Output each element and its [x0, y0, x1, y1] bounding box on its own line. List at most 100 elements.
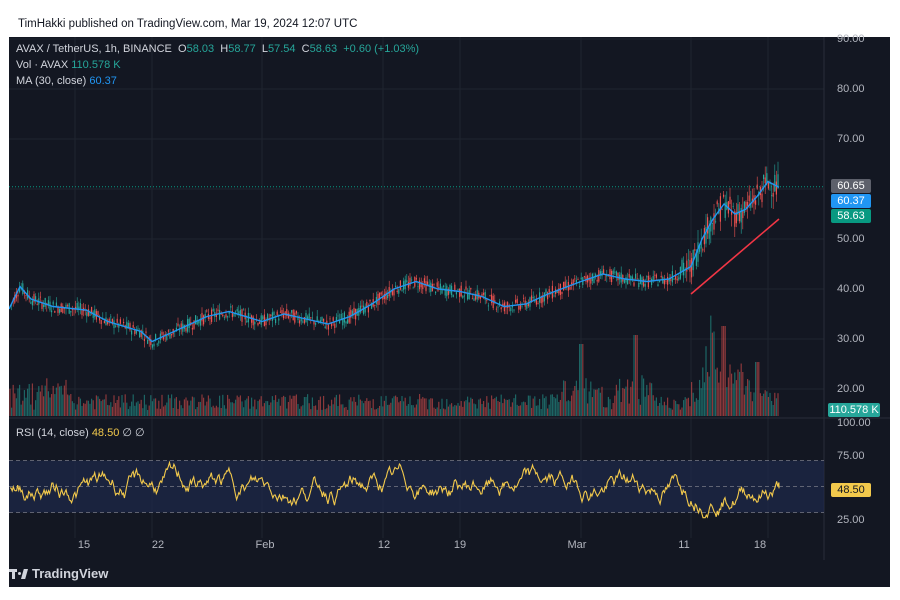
- candle-body: [511, 305, 513, 308]
- chart-frame: TimHakki published on TradingView.com, M…: [9, 13, 890, 587]
- candle-body: [252, 316, 254, 326]
- candle-body: [115, 325, 117, 327]
- candle-body: [495, 308, 497, 310]
- volume-bar: [478, 399, 480, 416]
- candle-body: [399, 280, 401, 290]
- volume-bar: [30, 404, 32, 416]
- volume-bar: [199, 401, 201, 416]
- volume-bar: [225, 408, 227, 416]
- volume-bar: [494, 398, 496, 416]
- volume-bar: [563, 380, 565, 416]
- candle-body: [230, 306, 232, 308]
- candle-body: [771, 195, 773, 197]
- candle-body: [571, 282, 573, 285]
- volume-bar: [651, 383, 653, 416]
- volume-bar: [420, 398, 422, 416]
- volume-bar: [164, 405, 166, 416]
- volume-bar: [777, 393, 779, 416]
- candle-body: [497, 306, 499, 308]
- candle-body: [708, 227, 710, 239]
- candle-body: [126, 321, 128, 329]
- volume-bar: [380, 396, 382, 416]
- y-tick: 40.00: [837, 283, 865, 295]
- volume-bar: [721, 326, 723, 416]
- candle-body: [697, 242, 699, 262]
- volume-bar: [401, 396, 403, 416]
- candle-body: [630, 275, 632, 280]
- volume-bar: [707, 372, 709, 416]
- candle-body: [545, 289, 547, 294]
- volume-bar: [227, 394, 229, 416]
- volume-bar: [126, 402, 128, 416]
- candle-body: [319, 320, 321, 323]
- volume-bar: [201, 394, 203, 416]
- volume-bar: [451, 403, 453, 416]
- candle-body: [721, 209, 723, 210]
- volume-bar: [396, 397, 398, 416]
- candle-body: [713, 213, 715, 230]
- candle-body: [660, 275, 662, 278]
- volume-bar: [54, 394, 56, 416]
- volume-bar: [414, 407, 416, 416]
- volume-bar: [252, 406, 254, 416]
- volume-bar: [705, 346, 707, 416]
- candle-body: [239, 310, 241, 317]
- volume-bar: [289, 395, 291, 416]
- volume-bar: [398, 402, 400, 416]
- candle-body: [367, 307, 369, 313]
- volume-bar: [129, 406, 131, 416]
- chart-canvas[interactable]: [9, 13, 890, 587]
- volume-bar: [750, 391, 752, 416]
- publisher-header: TimHakki published on TradingView.com, M…: [9, 13, 890, 37]
- candle-body: [17, 294, 19, 297]
- volume-bar: [734, 372, 736, 416]
- volume-bar: [135, 402, 137, 416]
- candle-body: [108, 318, 110, 322]
- volume-bar: [198, 401, 200, 416]
- candle-body: [259, 322, 261, 324]
- candle-body: [417, 286, 419, 288]
- candle-body: [774, 174, 776, 192]
- volume-bar: [86, 400, 88, 416]
- candle-body: [457, 289, 459, 290]
- volume-bar: [47, 391, 49, 416]
- candle-body: [569, 287, 571, 290]
- volume-bar: [180, 405, 182, 416]
- volume-bar: [638, 399, 640, 416]
- volume-bar: [355, 401, 357, 416]
- x-tick: 18: [753, 539, 767, 551]
- candle-body: [398, 289, 400, 294]
- volume-bar: [731, 373, 733, 416]
- candle-body: [52, 301, 54, 305]
- volume-bar: [585, 378, 587, 416]
- volume-bar: [527, 395, 529, 416]
- volume-bar: [236, 395, 238, 416]
- candle-body: [76, 302, 78, 310]
- volume-bar: [543, 398, 545, 416]
- volume-bar: [641, 375, 643, 416]
- candle-body: [143, 338, 145, 342]
- volume-bar: [140, 399, 142, 416]
- volume-bar: [113, 395, 115, 416]
- volume-bar: [471, 398, 473, 416]
- volume-bar: [283, 395, 285, 416]
- volume-bar: [449, 404, 451, 416]
- candle-body: [500, 307, 502, 310]
- volume-bar: [385, 395, 387, 416]
- volume-bar: [327, 404, 329, 416]
- volume-bar: [345, 406, 347, 416]
- candle-body: [406, 280, 408, 282]
- candle-body: [316, 316, 318, 322]
- volume-bar: [175, 397, 177, 416]
- candle-body: [79, 303, 81, 309]
- volume-bar: [15, 398, 17, 416]
- volume-bar: [228, 398, 230, 416]
- tradingview-logo[interactable]: TradingView: [9, 566, 108, 581]
- symbol-label: AVAX / TetherUS, 1h, BINANCE: [16, 43, 172, 55]
- support-trendline: [690, 218, 780, 295]
- candle-body: [123, 321, 125, 324]
- candle-body: [532, 297, 534, 299]
- candle-body: [681, 259, 683, 272]
- candle-body: [111, 318, 113, 324]
- volume-bar: [44, 385, 46, 416]
